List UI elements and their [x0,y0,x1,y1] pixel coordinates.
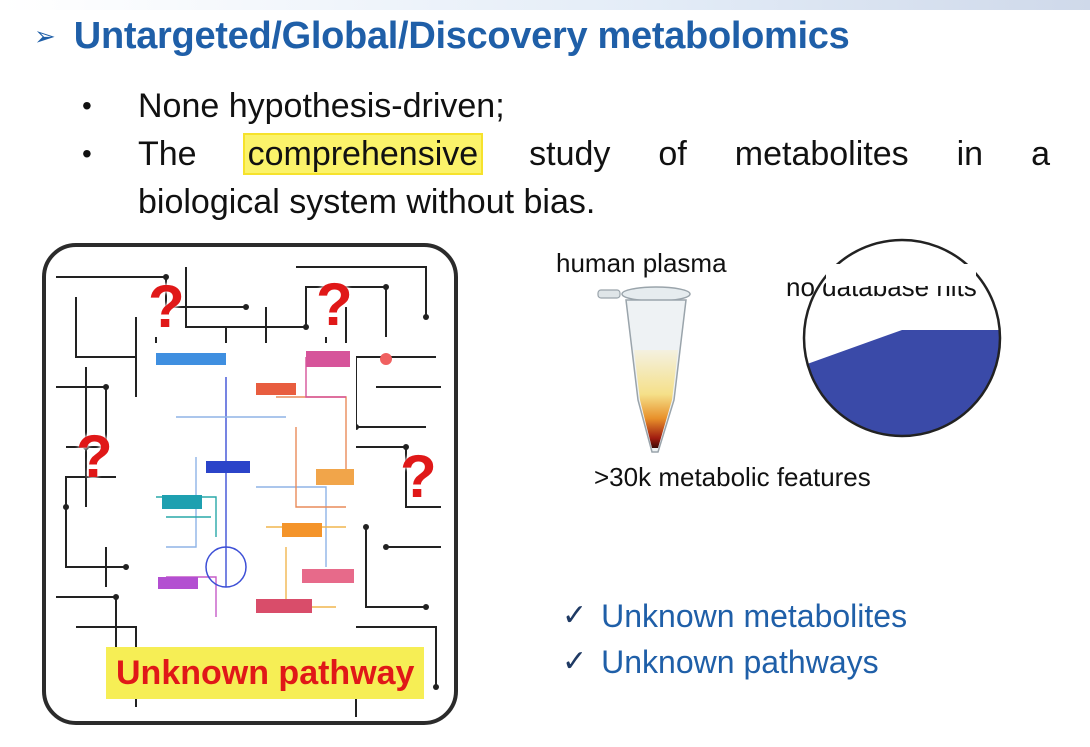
checklist-text: Unknown metabolites [601,598,908,634]
database-hits-pie-icon [802,238,1002,438]
checklist-text: Unknown pathways [601,644,879,680]
bullet-dot-icon: • [82,90,92,121]
slide-title-row: ➢ Untargeted/Global/Discovery metabolomi… [34,14,850,58]
highlighted-word: comprehensive [242,133,484,175]
arrow-bullet-icon: ➢ [34,21,56,51]
bullet-list: • None hypothesis-driven; • The comprehe… [82,82,1050,226]
question-mark-icon: ? [316,271,353,338]
question-mark-icon: ? [76,423,113,490]
bullet-item: • The comprehensive study of metabolites… [82,130,1050,178]
bullet-dot-icon: • [82,138,92,169]
header-band [0,0,1090,10]
question-mark-icon: ? [148,273,185,340]
bullet-text: The comprehensive study of metabolites i… [138,130,1050,178]
unknown-pathway-label: Unknown pathway [106,647,425,699]
slide-title: Untargeted/Global/Discovery metabolomics [73,15,850,57]
plasma-tube-icon [597,286,691,453]
pathway-network-graphic [56,266,441,717]
metabolic-features-label: >30k metabolic features [594,462,871,492]
bullet-text: None hypothesis-driven; [138,87,505,125]
checkmark-icon: ✓ [562,645,588,678]
checklist-item: ✓ Unknown pathways [562,642,879,682]
metabolic-pathway-map: ? ? ? ? Unknown pathway [42,243,458,725]
bullet-text-start: The [138,135,197,173]
bullet-continuation: biological system without bias. [138,183,596,221]
question-mark-icon: ? [400,443,437,510]
bullet-text-end: study of metabolites in a [529,135,1050,173]
checkmark-icon: ✓ [562,599,588,632]
bullet-item: • None hypothesis-driven; [82,82,1050,130]
checklist-item: ✓ Unknown metabolites [562,596,907,636]
human-plasma-label: human plasma [556,248,727,278]
